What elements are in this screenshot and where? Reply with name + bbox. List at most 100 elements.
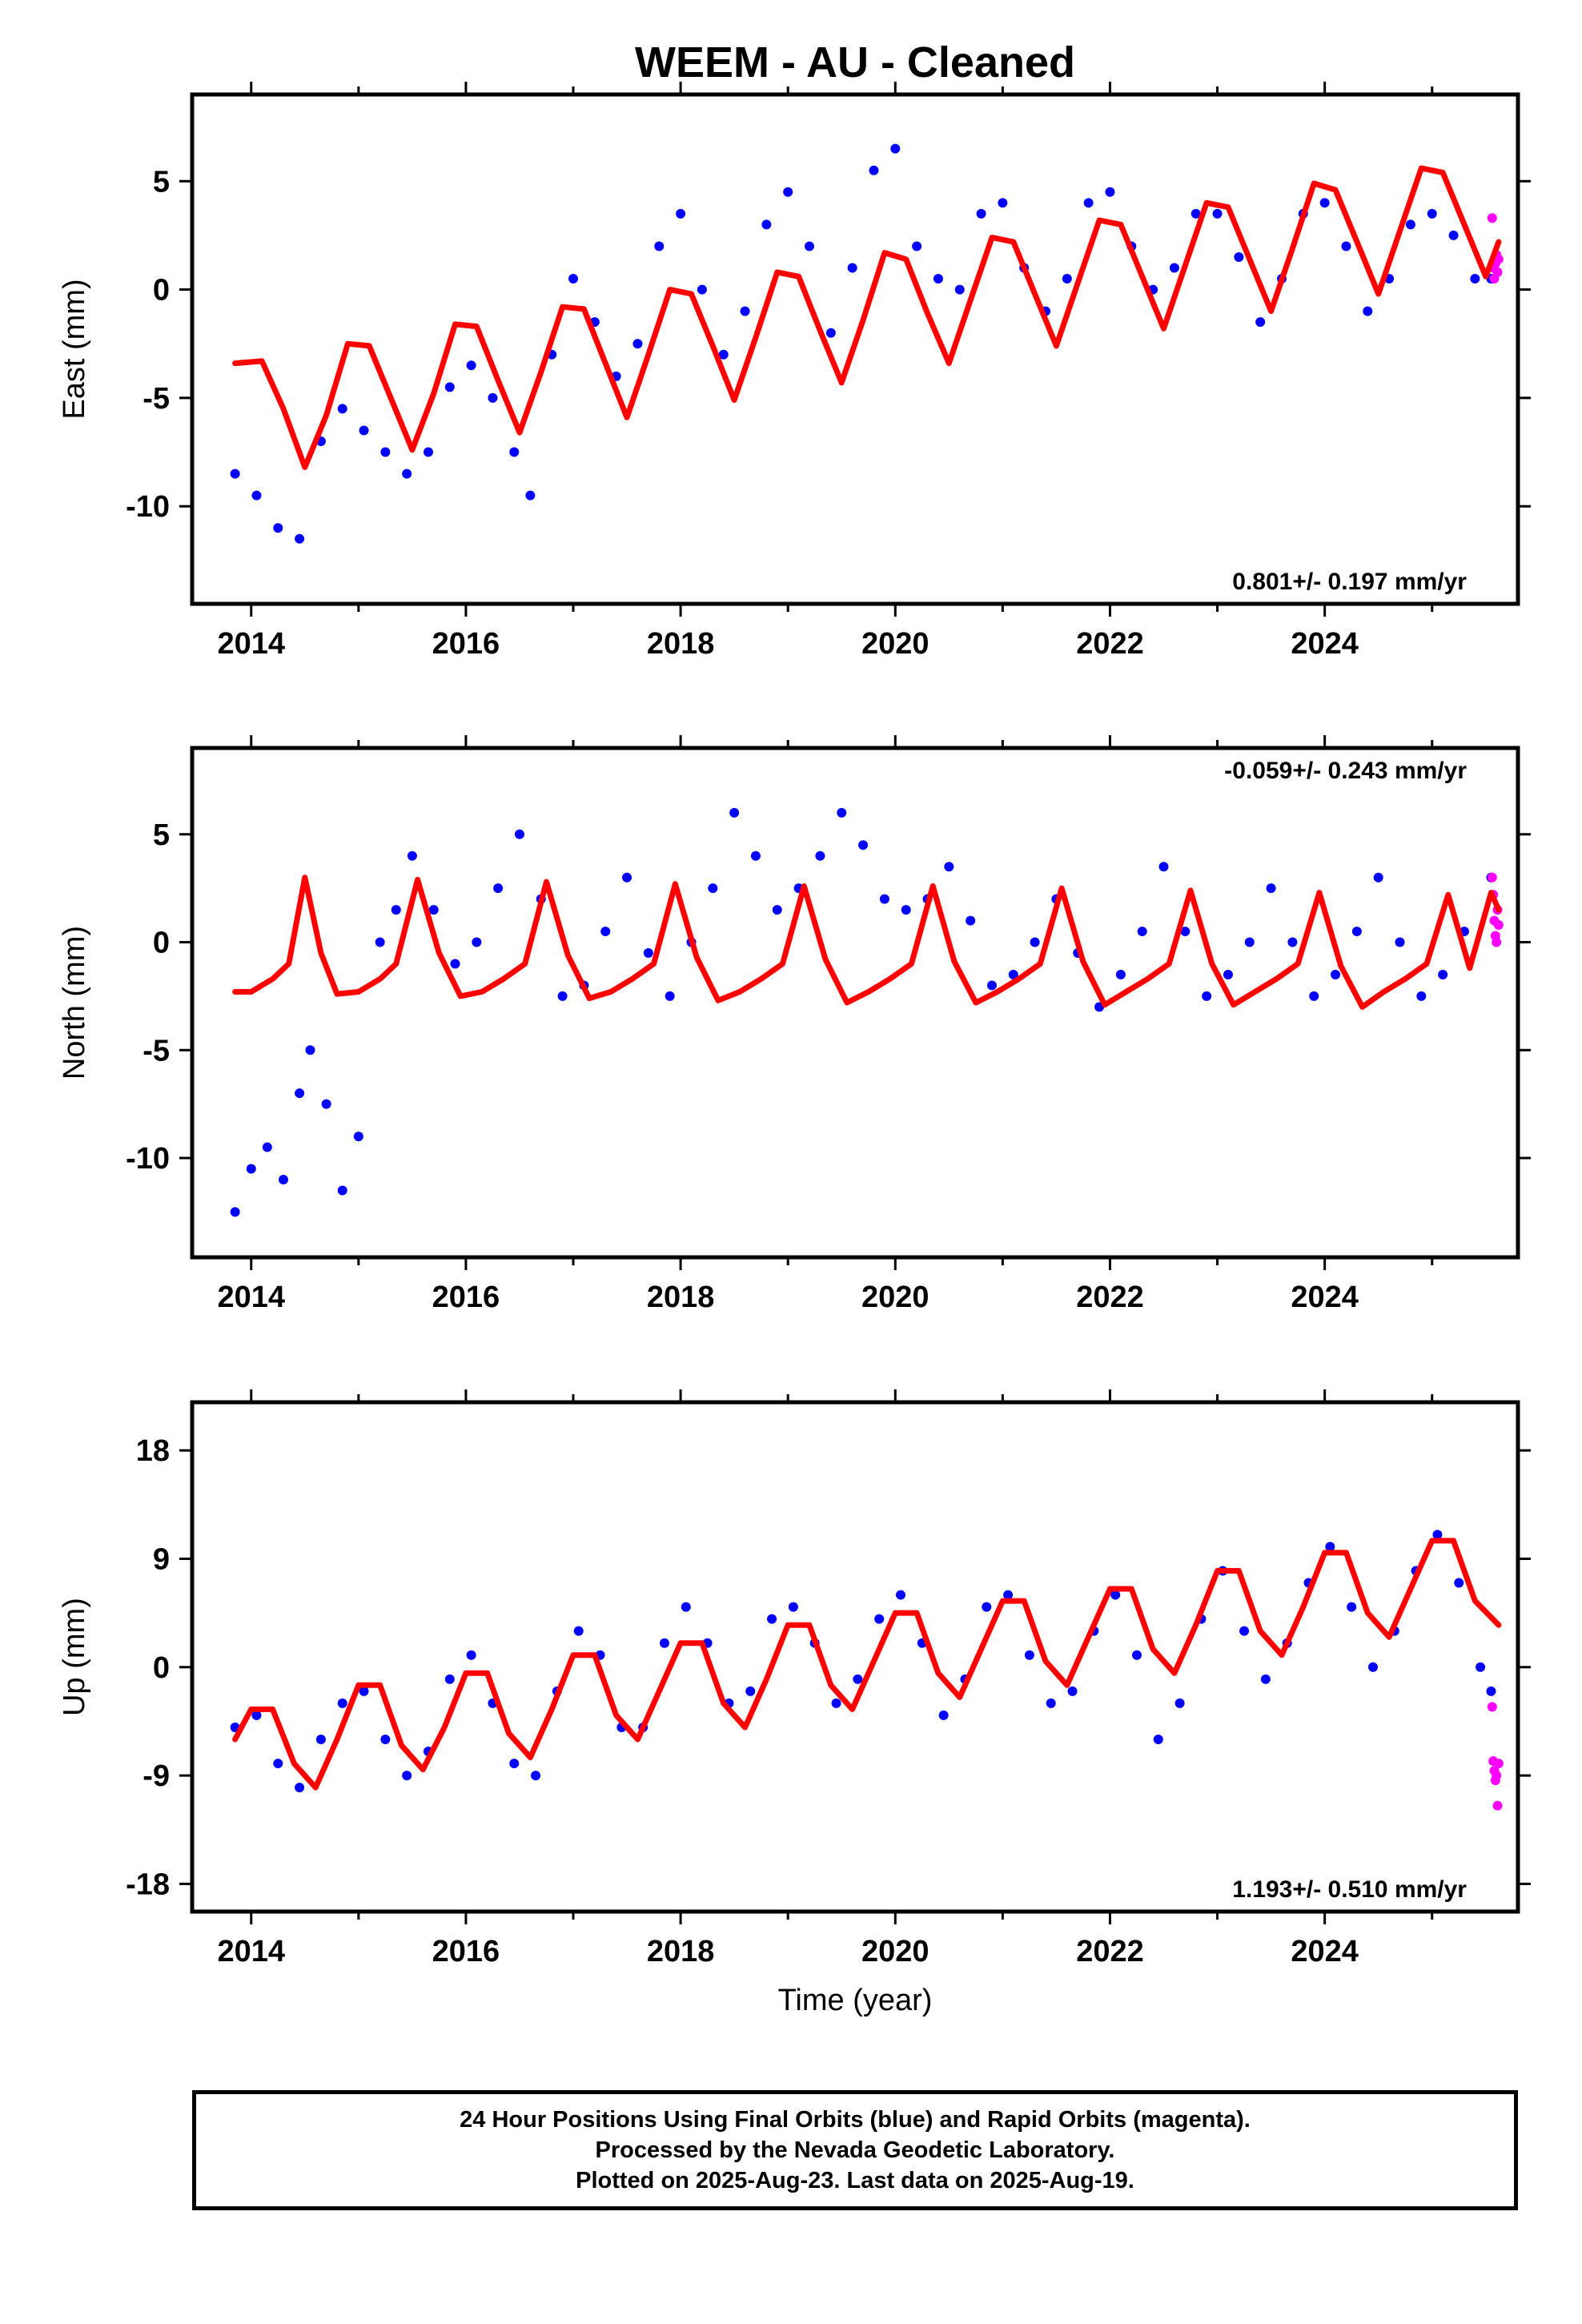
east-y-tick-label: 0 bbox=[153, 274, 170, 308]
east-final-point bbox=[654, 241, 665, 251]
up-y-tick-label: -18 bbox=[126, 1868, 170, 1901]
up-final-point bbox=[531, 1771, 541, 1781]
east-final-point bbox=[869, 165, 879, 175]
north-final-point bbox=[1309, 991, 1319, 1001]
up-x-tick-label: 2014 bbox=[217, 1935, 285, 1968]
east-final-point bbox=[1341, 241, 1351, 251]
east-final-point bbox=[1427, 208, 1437, 219]
up-final-point bbox=[681, 1602, 691, 1612]
up-final-point bbox=[1003, 1590, 1014, 1600]
up-panel: 2014 2016 2018 2020 2022 2024 -18 -9 0 9 18 Up (mm)… bbox=[58, 1389, 1531, 1968]
up-x-tick-label: 2024 bbox=[1291, 1935, 1359, 1968]
up-final-point bbox=[1260, 1674, 1271, 1684]
up-x-tick-label: 2018 bbox=[647, 1935, 715, 1968]
east-final-point bbox=[740, 306, 750, 316]
north-final-point bbox=[1395, 937, 1405, 947]
north-y-axis-label: North (mm) bbox=[58, 926, 91, 1080]
east-final-point bbox=[1083, 198, 1094, 208]
east-final-point bbox=[783, 187, 793, 197]
north-final-point bbox=[295, 1088, 305, 1099]
north-final-point bbox=[1115, 969, 1126, 979]
east-x-tick-label: 2020 bbox=[861, 627, 930, 661]
east-final-point bbox=[1169, 263, 1179, 273]
up-final-point bbox=[1347, 1602, 1357, 1612]
up-final-point bbox=[1153, 1734, 1163, 1744]
east-final-point bbox=[1062, 274, 1072, 284]
up-final-point bbox=[895, 1590, 905, 1600]
east-model-line bbox=[232, 165, 1502, 470]
up-final-point bbox=[509, 1759, 520, 1769]
up-final-point bbox=[938, 1710, 949, 1720]
north-panel: 2014 2016 2018 2020 2022 2024 -10 -5 0 5 North (mm… bbox=[58, 735, 1531, 1314]
east-final-point bbox=[1319, 198, 1330, 208]
north-final-point bbox=[375, 937, 385, 947]
north-rapid-point bbox=[1493, 919, 1504, 930]
up-final-point bbox=[1476, 1662, 1486, 1672]
east-final-point bbox=[251, 490, 262, 501]
up-rapid-point bbox=[1492, 1800, 1503, 1811]
east-final-point bbox=[697, 284, 707, 295]
north-y-tick-label: -10 bbox=[126, 1142, 170, 1176]
north-final-point bbox=[1416, 991, 1427, 1001]
east-panel: 2014 2016 2018 2020 2022 2024 -10 -5 0 5 East (mm)… bbox=[58, 82, 1531, 661]
north-x-tick-label: 2014 bbox=[217, 1281, 285, 1314]
east-final-point bbox=[933, 274, 943, 284]
east-data-area bbox=[230, 143, 1504, 544]
east-x-tick-label: 2014 bbox=[217, 627, 285, 661]
east-final-point bbox=[273, 523, 283, 533]
north-final-point bbox=[815, 850, 825, 861]
north-model-line bbox=[232, 875, 1502, 1010]
up-y-tick-label: 9 bbox=[153, 1542, 170, 1576]
up-final-point bbox=[1131, 1650, 1142, 1660]
east-final-point bbox=[1363, 306, 1373, 316]
north-final-point bbox=[643, 948, 653, 959]
east-final-point bbox=[444, 382, 455, 392]
east-y-tick-label: -10 bbox=[126, 490, 170, 524]
north-final-point bbox=[750, 850, 761, 861]
north-final-point bbox=[665, 991, 675, 1001]
east-final-point bbox=[525, 490, 536, 501]
north-final-point bbox=[557, 991, 568, 1001]
east-final-point bbox=[805, 241, 815, 251]
up-final-point bbox=[853, 1674, 863, 1684]
up-final-point bbox=[359, 1686, 369, 1696]
east-rapid-point bbox=[1487, 213, 1497, 223]
east-final-point bbox=[230, 468, 240, 479]
east-final-point bbox=[1255, 317, 1266, 328]
north-final-point bbox=[1030, 937, 1040, 947]
up-y-axis-label: Up (mm) bbox=[58, 1598, 91, 1716]
up-final-point bbox=[295, 1783, 305, 1793]
north-final-point bbox=[262, 1142, 272, 1152]
caption-box: 24 Hour Positions Using Final Orbits (bl… bbox=[192, 2090, 1518, 2210]
east-rapid-point bbox=[1493, 254, 1504, 264]
up-final-point bbox=[273, 1759, 283, 1769]
north-y-tick-label: 5 bbox=[153, 818, 170, 852]
up-rate-label: 1.193+/- 0.510 mm/yr bbox=[1232, 1876, 1467, 1903]
east-final-point bbox=[423, 447, 433, 457]
north-final-point bbox=[493, 883, 504, 894]
east-final-point bbox=[761, 219, 772, 230]
north-final-point bbox=[1438, 969, 1448, 979]
north-final-point bbox=[772, 905, 782, 915]
north-final-point bbox=[1202, 991, 1212, 1001]
north-x-tick-label: 2024 bbox=[1291, 1281, 1359, 1314]
north-final-point bbox=[353, 1132, 363, 1142]
north-final-point bbox=[837, 807, 847, 818]
north-data-area bbox=[230, 807, 1504, 1217]
east-final-point bbox=[380, 447, 391, 457]
up-rapid-point bbox=[1492, 1771, 1502, 1781]
up-final-point bbox=[1110, 1590, 1121, 1600]
east-final-point bbox=[847, 263, 857, 273]
east-x-tick-label: 2022 bbox=[1076, 627, 1144, 661]
east-x-tick-label: 2024 bbox=[1291, 627, 1359, 661]
north-final-point bbox=[1351, 927, 1362, 937]
north-final-point bbox=[879, 894, 889, 904]
up-final-point bbox=[251, 1710, 262, 1720]
north-final-point bbox=[305, 1045, 315, 1055]
east-rapid-point bbox=[1492, 267, 1503, 277]
panels: 2014 2016 2018 2020 2022 2024 -10 -5 0 5 East (mm)… bbox=[58, 82, 1531, 1968]
figure-title: WEEM - AU - Cleaned bbox=[635, 38, 1075, 86]
north-final-point bbox=[1244, 937, 1255, 947]
north-final-point bbox=[1137, 927, 1147, 937]
